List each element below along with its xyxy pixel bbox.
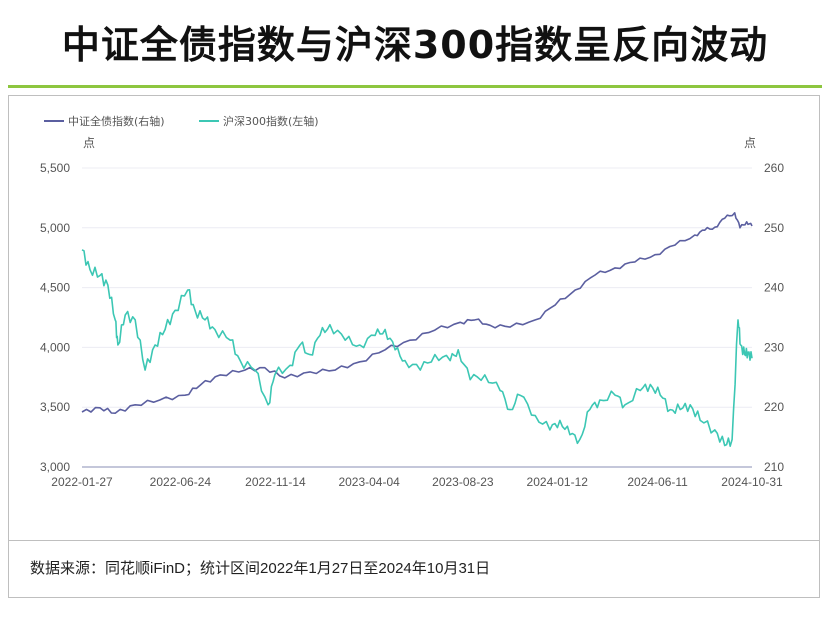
grid-lines xyxy=(82,167,752,468)
left-axis-tick-label: 4,500 xyxy=(40,281,70,295)
left-axis-tick-label: 4,000 xyxy=(40,340,70,354)
right-axis-tick-label: 240 xyxy=(764,281,784,295)
bond-index-line xyxy=(81,212,753,415)
right-axis-tick-label: 220 xyxy=(764,400,784,414)
left-axis-tick-label: 3,500 xyxy=(40,400,70,414)
left-axis-unit: 点 xyxy=(83,136,95,150)
right-axis-tick-label: 230 xyxy=(764,340,784,354)
x-axis-tick-label: 2023-08-23 xyxy=(432,475,494,489)
left-axis-tick-label: 5,500 xyxy=(40,161,70,175)
right-axis-unit: 点 xyxy=(744,136,756,150)
axes: 3,000 3,500 4,000 4,500 5,000 5,500 210 220 230 2… xyxy=(40,136,784,489)
right-axis-tick-label: 210 xyxy=(764,460,784,474)
legend: 中证全债指数(右轴) 沪深300指数(左轴) xyxy=(44,114,319,128)
chart-panel xyxy=(8,95,820,598)
data-source-note: 数据来源：同花顺iFinD；统计区间2022年1月27日至2024年10月31日 xyxy=(30,560,491,577)
page-title: 中证全债指数与沪深300指数呈反向波动 xyxy=(61,22,769,67)
series-lines xyxy=(81,212,753,448)
x-axis-tick-label: 2022-06-24 xyxy=(150,475,212,489)
csi300-line xyxy=(81,249,753,448)
source-divider xyxy=(8,540,820,541)
left-axis-tick-label: 5,000 xyxy=(40,221,70,235)
left-axis-tick-label: 3,000 xyxy=(40,460,70,474)
x-axis-tick-label: 2022-11-14 xyxy=(245,475,306,489)
right-axis-tick-label: 250 xyxy=(764,221,784,235)
x-axis-tick-label: 2024-10-31 xyxy=(721,475,783,489)
x-axis-tick-label: 2024-01-12 xyxy=(527,475,589,489)
x-axis-tick-label: 2024-06-11 xyxy=(627,475,688,489)
legend-label: 沪深300指数(左轴) xyxy=(223,114,319,128)
right-axis-tick-label: 260 xyxy=(764,161,784,175)
x-axis-tick-label: 2023-04-04 xyxy=(338,475,400,489)
x-axis-tick-label: 2022-01-27 xyxy=(51,475,113,489)
legend-label: 中证全债指数(右轴) xyxy=(68,114,165,128)
title-underline xyxy=(8,85,822,88)
